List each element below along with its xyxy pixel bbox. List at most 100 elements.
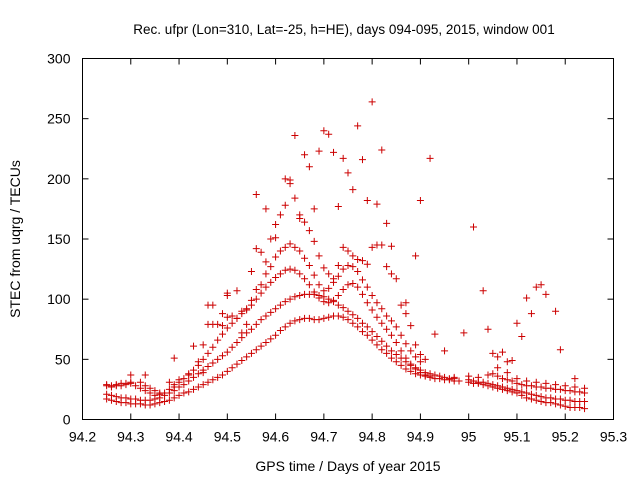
data-point [431,330,439,338]
data-point [301,218,309,226]
data-point [103,390,111,398]
data-point [349,319,357,327]
data-point [262,312,270,320]
data-point [281,201,289,209]
data-point [378,241,386,249]
data-point [296,247,304,255]
data-point [556,401,564,409]
data-point [402,365,410,373]
data-point [272,253,280,261]
data-point [387,354,395,362]
data-point [518,381,526,389]
y-tick-label: 0 [63,412,71,428]
data-point [276,247,284,255]
data-point [286,319,294,327]
data-point [199,355,207,363]
data-point [247,296,255,304]
data-point [296,316,304,324]
data-point [581,405,589,413]
data-point [561,402,569,410]
data-point [387,242,395,250]
data-point [484,371,492,379]
data-point [392,338,400,346]
data-point [441,373,449,381]
x-tick-label: 94.8 [359,429,386,445]
data-point [218,322,226,330]
data-point [407,367,415,375]
data-point [122,379,130,387]
data-point [523,389,531,397]
data-point [218,330,226,338]
data-point [421,371,429,379]
data-point [363,196,371,204]
data-point [330,296,338,304]
data-point [523,294,531,302]
data-point [257,342,265,350]
data-point [513,375,521,383]
data-point [402,310,410,318]
data-point [358,319,366,327]
data-point [301,275,309,283]
data-point [262,270,270,278]
data-point [218,371,226,379]
data-point [498,383,506,391]
data-point [571,383,579,391]
data-point [508,357,516,365]
data-point [556,385,564,393]
data-point [581,397,589,405]
data-point [262,205,270,213]
data-point [233,314,241,322]
data-point [378,319,386,327]
data-point [334,301,342,309]
data-point [112,393,120,401]
data-point [387,331,395,339]
data-point [281,243,289,251]
data-point [315,147,323,155]
x-tick-label: 95 [461,429,477,445]
data-point [257,316,265,324]
data-point [267,278,275,286]
data-point [416,351,424,359]
data-point [305,281,313,289]
data-point [349,263,357,271]
data-point [397,361,405,369]
data-point [291,243,299,251]
data-point [305,163,313,171]
data-point [547,384,555,392]
x-tick-label: 94.5 [214,429,241,445]
data-point [407,322,415,330]
data-point [170,381,178,389]
data-point [392,323,400,331]
data-point [291,317,299,325]
data-point [199,381,207,389]
data-point [383,263,391,271]
data-point [247,267,255,275]
data-point [383,349,391,357]
data-point [354,255,362,263]
data-point [358,328,366,336]
data-point [146,384,154,392]
data-point [436,372,444,380]
data-point [214,336,222,344]
data-point [392,275,400,283]
data-point [489,349,497,357]
data-point [344,247,352,255]
data-point [397,301,405,309]
data-point [363,323,371,331]
data-point [185,370,193,378]
data-point [498,348,506,356]
data-point [373,341,381,349]
data-point [276,326,284,334]
data-point [132,395,140,403]
data-point [334,312,342,320]
data-point [185,377,193,385]
data-point [358,290,366,298]
data-point [247,349,255,357]
data-point [281,175,289,183]
data-point [310,288,318,296]
data-point [272,221,280,229]
data-point [238,357,246,365]
chart-title: Rec. ufpr (Lon=310, Lat=-25, h=HE), days… [133,22,554,37]
data-point [503,376,511,384]
data-point [494,353,502,361]
